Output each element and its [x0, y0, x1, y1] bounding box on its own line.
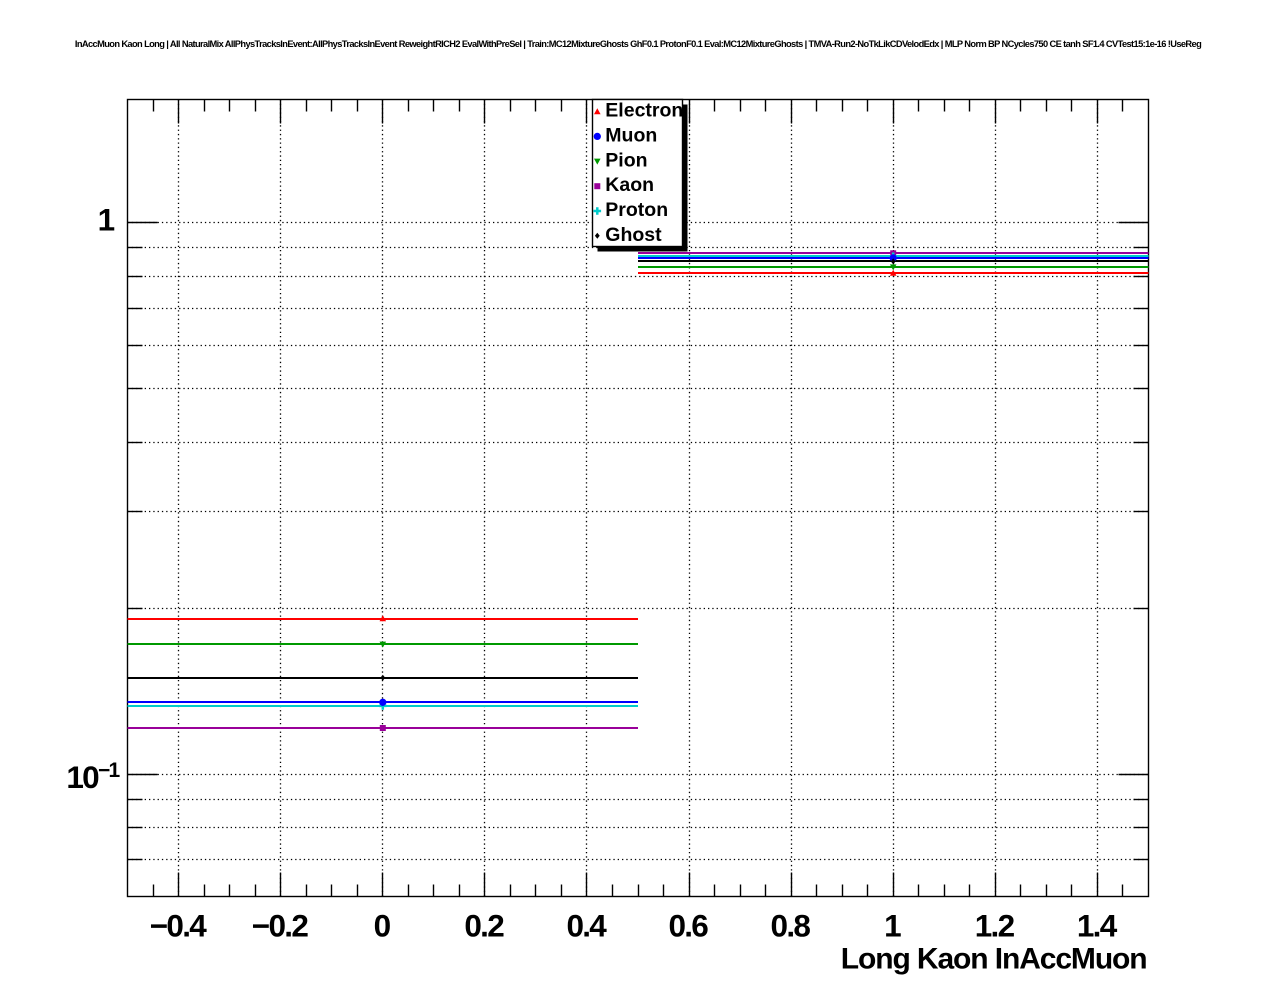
- svg-text:0.6: 0.6: [668, 908, 708, 944]
- svg-text:Electron: Electron: [605, 100, 683, 122]
- svg-text:−0.2: −0.2: [252, 908, 309, 944]
- svg-text:1: 1: [98, 202, 115, 238]
- svg-text:Ghost: Ghost: [605, 224, 662, 246]
- svg-text:0.2: 0.2: [464, 908, 504, 944]
- svg-text:1.4: 1.4: [1077, 908, 1118, 944]
- svg-text:−0.4: −0.4: [150, 908, 208, 944]
- svg-text:10−1: 10−1: [66, 759, 120, 795]
- svg-text:Long Kaon InAccMuon: Long Kaon InAccMuon: [841, 943, 1147, 976]
- svg-text:Proton: Proton: [605, 199, 668, 221]
- svg-text:1: 1: [884, 908, 901, 944]
- svg-text:Muon: Muon: [605, 124, 657, 146]
- svg-text:Kaon: Kaon: [605, 174, 654, 196]
- svg-text:0.4: 0.4: [566, 908, 607, 944]
- svg-text:Pion: Pion: [605, 149, 647, 171]
- svg-text:0: 0: [374, 908, 391, 944]
- svg-text:1.2: 1.2: [975, 908, 1015, 944]
- svg-text:0.8: 0.8: [771, 908, 811, 944]
